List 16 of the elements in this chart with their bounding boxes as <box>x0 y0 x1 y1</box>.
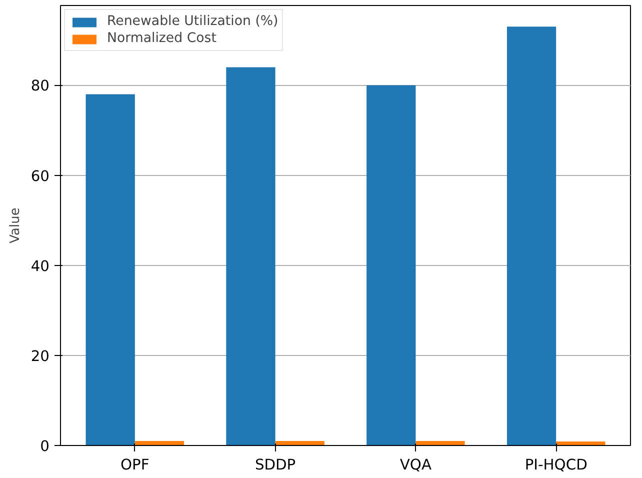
x-tick-label: PI-HQCD <box>524 456 588 474</box>
legend-label: Renewable Utilization (%) <box>107 14 278 29</box>
x-tick-label: SDDP <box>254 456 296 474</box>
bar <box>506 26 556 446</box>
y-tick-label: 80 <box>30 78 50 95</box>
legend-label: Normalized Cost <box>107 31 216 46</box>
bar <box>86 94 135 446</box>
x-tick-label: OPF <box>120 456 150 474</box>
bar <box>226 67 276 446</box>
bar <box>366 85 416 446</box>
x-tick-label: VQA <box>400 456 432 474</box>
y-tick-label: 20 <box>30 348 50 365</box>
y-tick-label: 0 <box>40 438 50 455</box>
y-axis-title: Value <box>8 208 23 244</box>
y-tick-label: 40 <box>30 258 50 275</box>
y-tick-label: 60 <box>30 168 50 185</box>
